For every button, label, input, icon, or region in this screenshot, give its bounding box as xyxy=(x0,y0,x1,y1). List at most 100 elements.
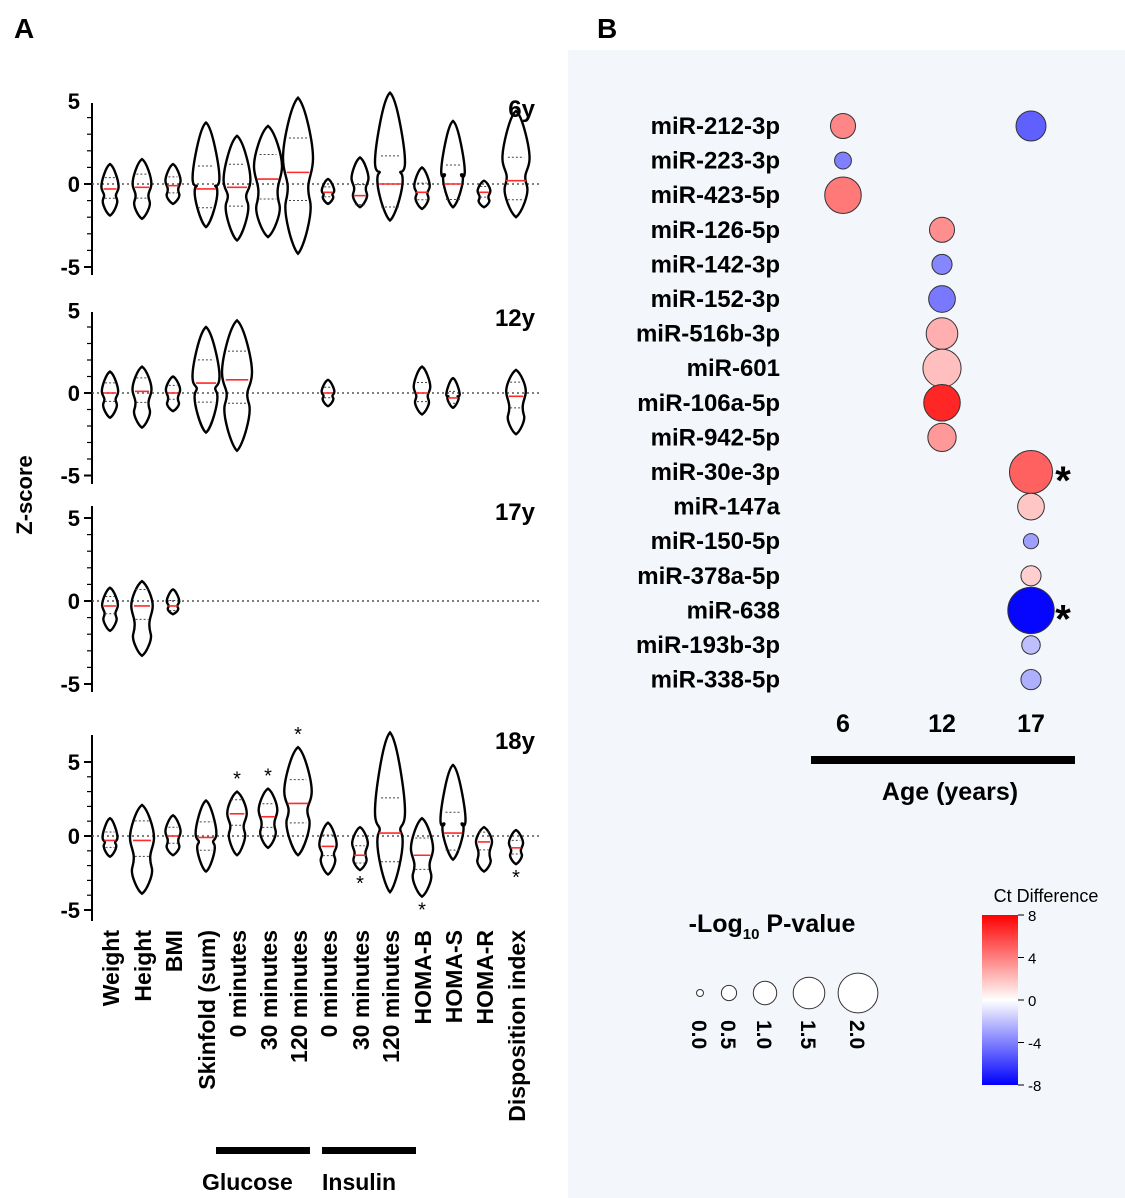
violin-4 xyxy=(222,134,252,242)
mirna-label: miR-150-5p xyxy=(651,528,780,555)
x-tick-label: Weight xyxy=(98,930,124,1007)
violin-3 xyxy=(191,121,221,229)
violin-outline xyxy=(128,803,156,896)
violin-outline xyxy=(413,166,431,211)
violin-outline xyxy=(409,816,435,899)
violin-outline xyxy=(501,109,531,219)
size-legend-label: 0.0 xyxy=(687,1020,710,1049)
x-tick-label: 0 minutes xyxy=(225,930,251,1037)
bubble-point xyxy=(927,422,957,453)
violin-5 xyxy=(252,124,284,239)
violin-13 xyxy=(505,368,527,436)
color-legend-tick-label: 4 xyxy=(1028,951,1036,968)
mirna-label: miR-193b-3p xyxy=(636,632,780,659)
y-tick-label: -5 xyxy=(60,898,80,923)
age-tick-label: 6 xyxy=(836,710,850,738)
violin-10 xyxy=(412,365,432,416)
significance-star: * xyxy=(264,766,272,788)
violin-9 xyxy=(373,91,407,223)
x-tick-label: 30 minutes xyxy=(348,930,374,1050)
panel-a-label: A xyxy=(14,13,34,44)
violin-outline xyxy=(100,162,120,217)
mirna-label: miR-30e-3p xyxy=(651,459,780,486)
y-tick-label: -5 xyxy=(60,255,80,280)
bubble-point xyxy=(1021,635,1041,655)
age-axis-bar xyxy=(811,756,1075,764)
violin-outline xyxy=(194,799,218,873)
violin-11 xyxy=(445,376,461,410)
violin-outline xyxy=(191,325,221,435)
violin-outline xyxy=(281,95,315,256)
violin-12 xyxy=(474,825,494,873)
size-legend-label: 0.5 xyxy=(716,1020,739,1050)
violin-outline xyxy=(100,586,120,633)
x-tick-label: 30 minutes xyxy=(256,930,282,1050)
panel-b-label: B xyxy=(597,13,617,44)
violin-2 xyxy=(164,375,182,413)
mirna-label: miR-147a xyxy=(673,494,780,521)
violin-outline xyxy=(283,745,313,857)
violin-outline xyxy=(320,177,336,206)
violin-outline xyxy=(476,179,492,209)
significance-star: * xyxy=(294,724,302,746)
violin-outline xyxy=(164,813,182,857)
violin-outline xyxy=(165,588,181,616)
violin-outline xyxy=(505,368,527,436)
violin-outline xyxy=(445,376,461,410)
violin-outline xyxy=(100,370,120,420)
x-tick-label: HOMA-S xyxy=(441,930,467,1023)
violin-outline xyxy=(318,821,338,876)
glucose-label: Glucose xyxy=(202,1169,293,1195)
significance-star: * xyxy=(233,769,241,791)
color-legend-tick-label: 8 xyxy=(1028,908,1036,925)
mirna-label: miR-378a-5p xyxy=(637,563,780,590)
x-tick-label: HOMA-B xyxy=(410,930,436,1025)
violin-outline xyxy=(350,156,370,209)
violin-0 xyxy=(101,816,119,859)
y-tick-label: 5 xyxy=(68,506,80,531)
violin-outline xyxy=(373,730,407,894)
age-axis-title: Age (years) xyxy=(882,778,1018,806)
violin-7 xyxy=(318,821,338,876)
violin-outline xyxy=(373,91,407,223)
mirna-label: miR-223-3p xyxy=(651,148,780,175)
y-axis-title: Z-score xyxy=(12,455,37,534)
y-tick-label: -5 xyxy=(60,464,80,489)
bubble-chart: miR-212-3p miR-223-3p miR-423-5p miR-126-5p… xyxy=(636,110,1071,738)
violin-4 xyxy=(226,790,248,857)
facet-label: 18y xyxy=(495,728,536,755)
bubble-point xyxy=(928,285,956,313)
facet-6y: 50-56y xyxy=(60,89,540,280)
bubble-point xyxy=(1007,586,1055,635)
color-legend-title: Ct Difference xyxy=(994,886,1099,906)
violin-0 xyxy=(100,586,120,633)
mirna-label: miR-601 xyxy=(687,355,780,382)
y-tick-label: 5 xyxy=(68,89,80,114)
violin-outline xyxy=(439,763,467,862)
age-tick-label: 17 xyxy=(1017,710,1045,738)
mirna-label: miR-126-5p xyxy=(651,217,780,244)
significance-star: * xyxy=(418,900,426,922)
violin-outline xyxy=(226,790,248,857)
bubble-point xyxy=(1020,565,1042,587)
mirna-label: miR-423-5p xyxy=(651,182,780,209)
y-tick-label: 0 xyxy=(68,172,80,197)
significance-star: * xyxy=(512,867,520,889)
bubble-point xyxy=(1017,492,1045,521)
x-tick-label: 120 minutes xyxy=(378,930,404,1063)
mirna-label: miR-142-3p xyxy=(651,251,780,278)
x-tick-label: HOMA-R xyxy=(472,930,498,1025)
violin-7 xyxy=(320,177,336,206)
violin-12 xyxy=(476,179,492,209)
bubble-point xyxy=(1020,669,1042,691)
violin-outline xyxy=(474,825,494,873)
mirna-label: miR-152-3p xyxy=(651,286,780,313)
violin-outline xyxy=(131,157,153,221)
y-tick-label: -5 xyxy=(60,672,80,697)
violin-2 xyxy=(164,162,182,206)
significance-star: * xyxy=(1055,597,1071,641)
violin-7 xyxy=(320,378,336,408)
color-legend-tick-label: -4 xyxy=(1028,1036,1041,1053)
violin-8 xyxy=(350,825,370,872)
